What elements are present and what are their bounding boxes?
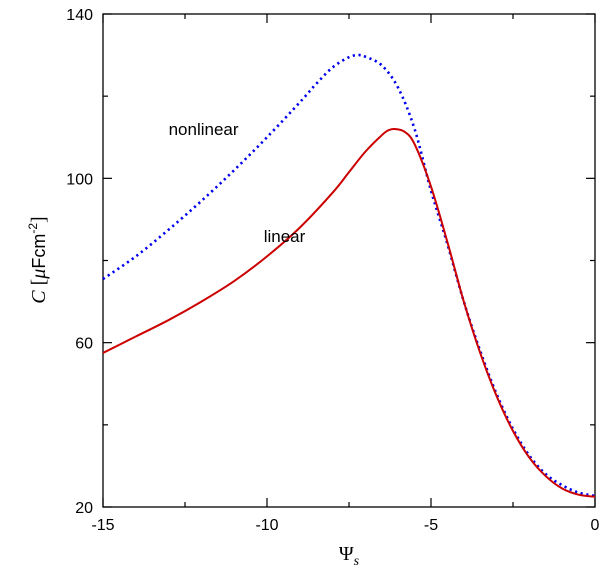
- x-tick-label: -5: [424, 517, 438, 534]
- series-nonlinear-line: [102, 53, 596, 498]
- axis-ticks: [102, 13, 596, 508]
- x-tick-label: -15: [91, 517, 114, 534]
- annotations: nonlinear linear: [169, 120, 306, 246]
- plot-frame: [102, 13, 596, 508]
- tick-labels: -15 -10 -5 0 20 60 100 140: [66, 7, 599, 534]
- annotation-linear: linear: [264, 227, 306, 246]
- y-tick-label: 20: [75, 500, 93, 517]
- x-tick-label: 0: [591, 517, 600, 534]
- y-axis-title: C [μFcm-2]: [26, 216, 50, 303]
- series-layer: [102, 53, 596, 498]
- y-tick-label: 140: [66, 7, 93, 24]
- annotation-nonlinear: nonlinear: [169, 120, 239, 139]
- x-tick-label: -10: [255, 517, 278, 534]
- y-tick-label: 100: [66, 171, 93, 188]
- x-axis-title: Ψs: [339, 543, 360, 569]
- series-linear-line: [102, 127, 596, 498]
- y-tick-label: 60: [75, 336, 93, 353]
